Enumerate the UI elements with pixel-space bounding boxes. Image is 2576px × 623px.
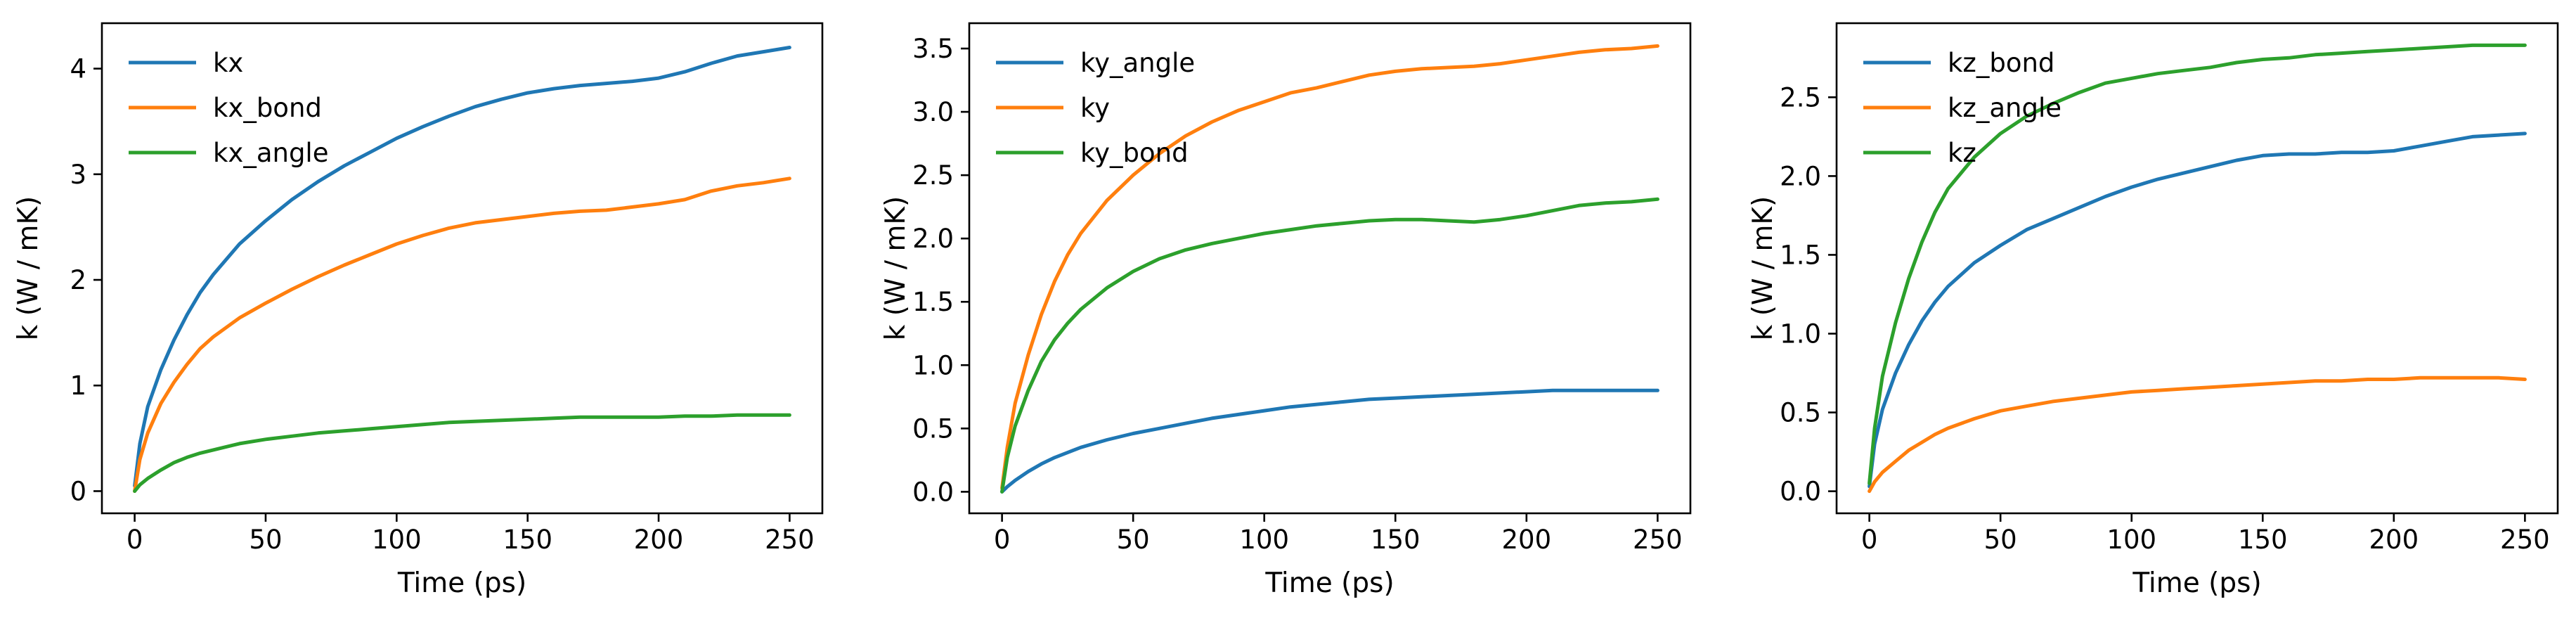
x-tick-label: 250 xyxy=(2500,525,2550,555)
legend-label-ky-bond: ky_bond xyxy=(1080,138,1189,168)
y-tick-label: 2.5 xyxy=(912,160,954,191)
y-axis-label: k (W / mK) xyxy=(1747,196,1779,340)
y-tick-label: 1 xyxy=(70,371,86,401)
plot-frame xyxy=(968,22,1692,515)
x-tick-label: 200 xyxy=(2369,525,2419,555)
y-tick-label: 2 xyxy=(70,265,86,295)
y-tick-label: 3.0 xyxy=(912,97,954,127)
legend-label-ky: ky xyxy=(1080,93,1110,123)
plot-frame xyxy=(101,22,824,515)
chart-panel-2: 0 50 100 150 200 250 0.0 0.5 1.0 1.5 2.0 2.5 3.0 3.5 T… xyxy=(880,22,1692,599)
legend-label-ky-angle: ky_angle xyxy=(1080,48,1195,78)
x-tick-label: 150 xyxy=(503,525,552,555)
legend-label-kz-bond: kz_bond xyxy=(1948,48,2054,78)
chart-panel-3: 0 50 100 150 200 250 0.0 0.5 1.0 1.5 2.0 2.5 Time (p… xyxy=(1747,22,2559,599)
y-tick-label: 1.0 xyxy=(912,350,954,380)
y-tick-label: 1.5 xyxy=(912,287,954,317)
x-tick-label: 0 xyxy=(994,525,1011,555)
series-line-kz xyxy=(1868,43,2527,485)
x-tick-label: 0 xyxy=(127,525,143,555)
y-tick-label: 3 xyxy=(70,160,86,190)
x-tick-label: 150 xyxy=(1371,525,1420,555)
x-tick-label: 50 xyxy=(1117,525,1150,555)
y-tick-label: 0.0 xyxy=(912,477,954,507)
y-tick-label: 0.0 xyxy=(1780,477,1821,507)
series-line-kz-angle xyxy=(1868,375,2527,494)
legend: kx kx_bond kx_angle xyxy=(129,48,328,168)
x-tick-label: 50 xyxy=(249,525,282,555)
x-tick-label: 0 xyxy=(1861,525,1878,555)
y-tick-label: 0.5 xyxy=(912,413,954,444)
legend-label-kx-angle: kx_angle xyxy=(213,138,328,168)
y-tick-label: 4 xyxy=(70,54,86,84)
y-tick-label: 3.5 xyxy=(912,34,954,64)
y-tick-label: 2.5 xyxy=(1780,82,1821,113)
y-tick-label: 1.0 xyxy=(1780,319,1821,349)
x-axis-label: Time (ps) xyxy=(397,567,526,599)
chart-panel-1: 0 50 100 150 200 250 0 1 2 3 4 Time (ps) k (W / mK) k… xyxy=(13,22,824,599)
legend-label-kx-bond: kx_bond xyxy=(213,93,322,123)
x-axis-label: Time (ps) xyxy=(1264,567,1394,599)
x-tick-label: 150 xyxy=(2238,525,2288,555)
y-tick-label: 0 xyxy=(70,476,86,506)
y-tick-label: 2.0 xyxy=(1780,161,1821,191)
series-line-ky-angle xyxy=(1000,388,1659,494)
x-tick-label: 100 xyxy=(1239,525,1289,555)
series-line-ky xyxy=(1000,44,1659,490)
y-tick-label: 0.5 xyxy=(1780,398,1821,428)
x-tick-label: 100 xyxy=(2106,525,2156,555)
legend-label-kz-angle: kz_angle xyxy=(1948,93,2062,123)
y-axis-label: k (W / mK) xyxy=(880,196,912,340)
legend-label-kz: kz xyxy=(1948,138,1976,168)
x-tick-label: 200 xyxy=(634,525,684,555)
y-axis-label: k (W / mK) xyxy=(13,196,44,340)
legend-label-kx: kx xyxy=(213,48,243,78)
x-tick-label: 100 xyxy=(372,525,422,555)
x-tick-label: 200 xyxy=(1502,525,1552,555)
series-line-kz-bond xyxy=(1868,131,2527,489)
x-axis-label: Time (ps) xyxy=(2132,567,2261,599)
series-line-ky-bond xyxy=(1000,197,1659,494)
y-tick-label: 1.5 xyxy=(1780,240,1821,270)
series-line-kx-angle xyxy=(133,413,791,493)
series-line-kx xyxy=(133,46,791,488)
x-tick-label: 50 xyxy=(1984,525,2017,555)
x-tick-label: 250 xyxy=(1633,525,1683,555)
x-tick-label: 250 xyxy=(765,525,815,555)
plot-frame xyxy=(1835,22,2559,515)
y-tick-label: 2.0 xyxy=(912,224,954,254)
series-line-kx-bond xyxy=(133,176,791,493)
